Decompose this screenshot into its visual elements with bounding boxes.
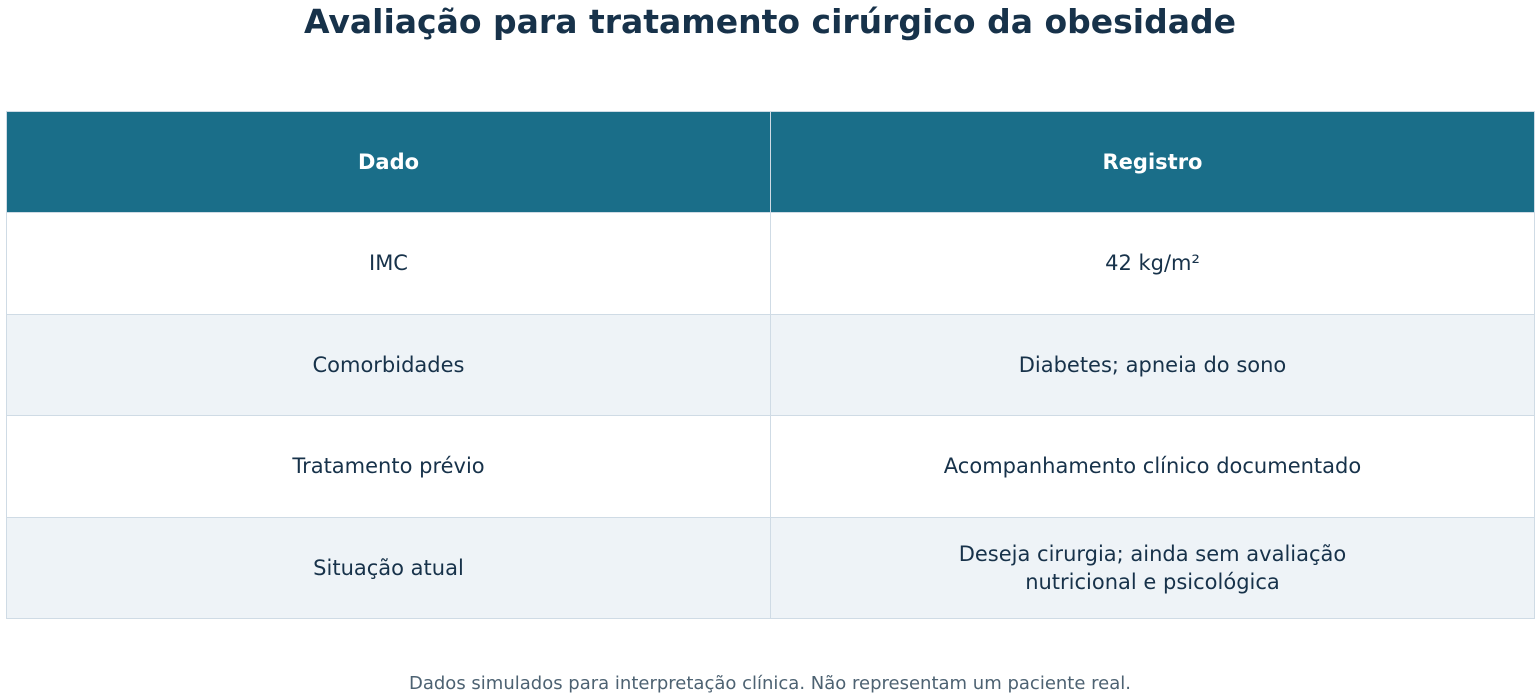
data-table: Dado Registro IMC 42 kg/m² Comorbidades … [6,111,1535,619]
table-cell-field: Situação atual [6,516,771,619]
table-row: Situação atual Deseja cirurgia; ainda se… [6,516,1535,619]
footnote: Dados simulados para interpretação clíni… [408,673,1131,694]
page-title: Avaliação para tratamento cirúrgico da o… [304,2,1236,41]
table-cell-field: Comorbidades [6,313,771,416]
column-header-registro: Registro [770,111,1535,213]
table-cell-field: Tratamento prévio [6,415,771,518]
table-cell-field: IMC [6,212,771,315]
table-row: IMC 42 kg/m² [6,212,1535,315]
table-header-row: Dado Registro [6,111,1535,213]
table-row: Tratamento prévio Acompanhamento clínico… [6,415,1535,518]
table-cell-value: Acompanhamento clínico documentado [770,415,1535,518]
table-row: Comorbidades Diabetes; apneia do sono [6,313,1535,416]
column-header-dado: Dado [6,111,771,213]
table-cell-value: Diabetes; apneia do sono [770,313,1535,416]
table-cell-value: Deseja cirurgia; ainda sem avaliação nut… [770,516,1535,619]
table-cell-value: 42 kg/m² [770,212,1535,315]
